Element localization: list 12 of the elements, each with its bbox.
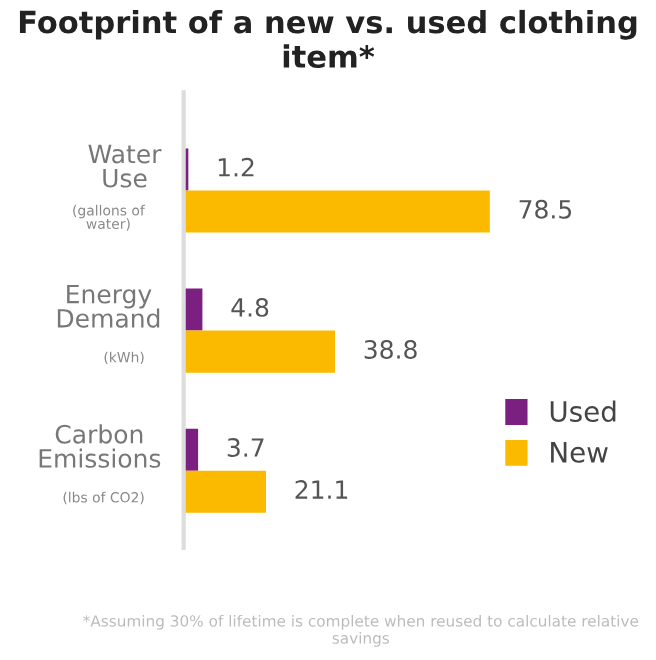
data-label: 78.5 [519,199,572,219]
chart-title: Footprint of a new vs. used clothing item* [19,9,637,69]
bar [183,330,335,373]
data-label: 3.7 [227,438,264,457]
data-label: 21.1 [295,480,348,499]
data-label: 1.2 [218,157,254,177]
legend-label: New [551,442,608,463]
data-label: 38.8 [364,339,417,359]
bar [183,470,266,513]
legend-label: Used [550,400,616,422]
bar [183,190,490,233]
data-label: 4.8 [231,297,269,317]
